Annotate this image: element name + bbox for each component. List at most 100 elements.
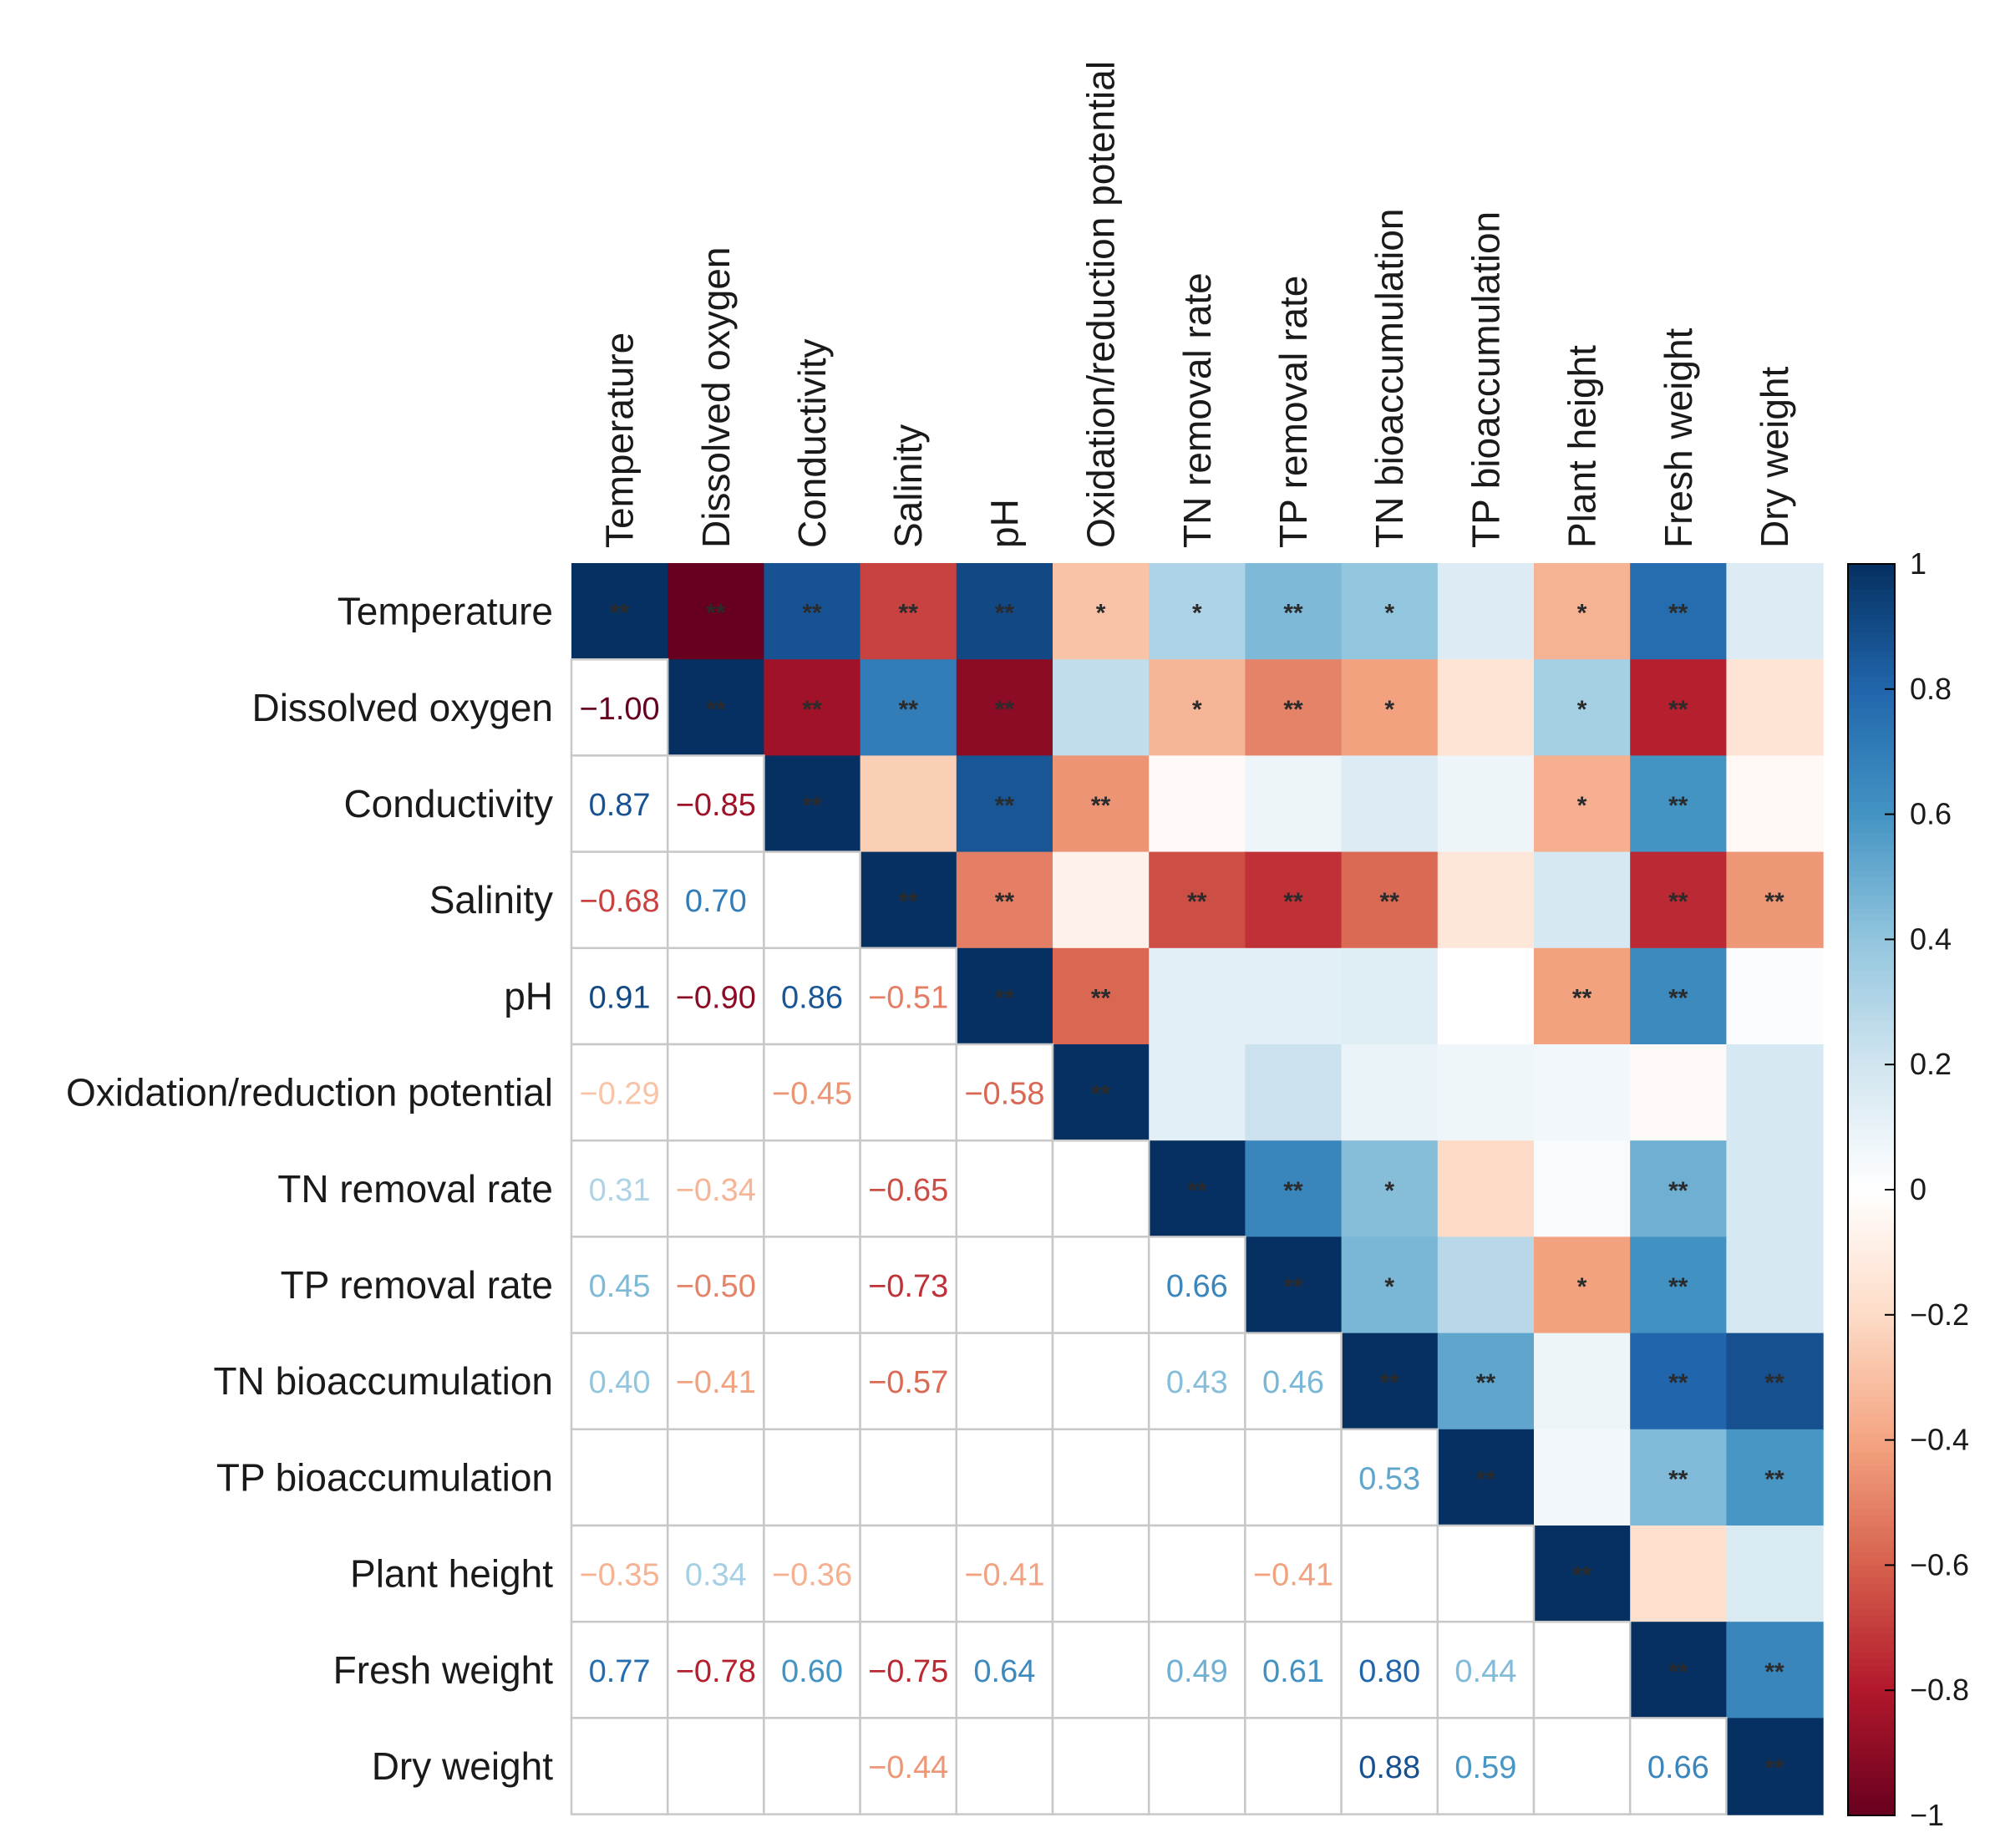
colorbar-segment [1848, 1640, 1895, 1647]
grid-cell-10-6 [1147, 1524, 1246, 1623]
colorbar-segment [1848, 1608, 1895, 1617]
colorbar-segment [1848, 1508, 1895, 1516]
significance-marker-2-11: ** [1668, 792, 1688, 820]
coefficient-label-6-0: 0.31 [589, 1173, 651, 1208]
column-label-6: TN removal rate [1175, 272, 1219, 548]
significance-marker-9-11: ** [1668, 1465, 1688, 1493]
colorbar-segment [1848, 1196, 1895, 1203]
heatmap-cell-6-9 [1437, 1140, 1536, 1238]
grid-cell-11-5 [1051, 1620, 1150, 1719]
colorbar-segment [1848, 1127, 1895, 1135]
colorbar-segment [1848, 601, 1895, 609]
grid-cell-12-7 [1244, 1717, 1343, 1815]
coefficient-label-2-0: 0.87 [589, 788, 651, 823]
heatmap-cell-10-12 [1726, 1526, 1824, 1623]
colorbar-segment [1848, 1708, 1895, 1716]
row-labels: Temperature Dissolved oxygen Conductivity S… [66, 590, 553, 1788]
grid-cell-11-7 [1244, 1620, 1343, 1719]
grid-cell-7-2 [763, 1236, 861, 1334]
colorbar-segment [1848, 1728, 1895, 1735]
colorbar-segment [1848, 1690, 1895, 1698]
heatmap-cell-2-5 [1053, 755, 1150, 853]
colorbar-segment [1848, 1434, 1895, 1441]
colorbar-segment [1848, 688, 1895, 697]
grid-cell-9-4 [955, 1428, 1054, 1527]
significance-marker-4-11: ** [1668, 984, 1688, 1012]
colorbar-segment [1848, 1346, 1895, 1353]
colorbar-segment [1848, 789, 1895, 796]
grid-cell-9-7 [1244, 1428, 1343, 1527]
colorbar-segment [1848, 920, 1895, 928]
colorbar-segment [1848, 1114, 1895, 1122]
column-label-1: Dissolved oxygen [694, 246, 738, 548]
grid-cell-5-0 [570, 1043, 669, 1142]
colorbar-segment [1848, 982, 1895, 991]
heatmap-cell-7-12 [1726, 1236, 1824, 1334]
colorbar-tick-label: 0.2 [1910, 1047, 1952, 1081]
colorbar-segment [1848, 1002, 1895, 1009]
colorbar-segment [1848, 764, 1895, 771]
colorbar-segment [1848, 945, 1895, 953]
colorbar-segment [1848, 1515, 1895, 1522]
row-label-7: TP removal rate [281, 1263, 553, 1307]
heatmap-cell-2-9 [1437, 755, 1536, 853]
colorbar-segment [1848, 1740, 1895, 1748]
significance-marker-2-2: ** [802, 792, 822, 820]
significance-marker-3-6: ** [1187, 888, 1207, 916]
colorbar-segment [1848, 907, 1895, 916]
heatmap-cell-5-6 [1149, 1044, 1246, 1142]
heatmap-cell-6-8 [1341, 1140, 1439, 1238]
row-label-6: TN removal rate [277, 1167, 553, 1211]
colorbar-segment [1848, 1020, 1895, 1028]
colorbar-segment [1848, 607, 1895, 615]
colorbar-segment [1848, 708, 1895, 715]
colorbar-segment [1848, 1665, 1895, 1673]
colorbar-segment [1848, 1459, 1895, 1466]
colorbar-segment [1848, 1484, 1895, 1491]
colorbar-segment [1848, 1759, 1895, 1766]
coefficient-label-10-2: −0.36 [772, 1558, 852, 1593]
colorbar-segment [1848, 1583, 1895, 1592]
colorbar-segment [1848, 1277, 1895, 1285]
significance-marker-11-12: ** [1764, 1658, 1784, 1686]
row-label-3: Salinity [429, 878, 553, 921]
grid-cell-7-3 [859, 1236, 958, 1334]
colorbar-segment [1848, 1715, 1895, 1723]
colorbar-segment [1848, 1102, 1895, 1109]
colorbar-segment [1848, 620, 1895, 627]
grid-cell-5-4 [955, 1043, 1054, 1142]
significance-marker-3-8: ** [1380, 888, 1400, 916]
column-label-10: Plant height [1561, 345, 1604, 548]
row-label-10: Plant height [350, 1552, 553, 1596]
colorbar-tick-label: −0.2 [1910, 1297, 1969, 1332]
heatmap-cell-6-11 [1630, 1140, 1728, 1238]
colorbar-segment [1848, 1008, 1895, 1016]
significance-marker-9-9: ** [1476, 1465, 1496, 1493]
grid-cell-3-2 [763, 850, 861, 950]
significance-marker-1-10: * [1577, 696, 1587, 723]
colorbar-segment [1848, 808, 1895, 815]
heatmap-cell-8-11 [1630, 1333, 1728, 1430]
coefficient-label-11-2: 0.60 [781, 1654, 843, 1689]
colorbar-tick-label: 1 [1910, 546, 1926, 581]
grid-cell-2-1 [666, 754, 765, 853]
significance-markers: ** ** ** ** ** * * ** * * **** ** ** ** * ** * * **** ** ** *… [610, 600, 1784, 1782]
grid-cell-10-7 [1244, 1524, 1343, 1623]
colorbar-segment [1848, 1058, 1895, 1065]
colorbar-segment [1848, 1314, 1895, 1323]
colorbar-segment [1848, 783, 1895, 790]
coefficient-label-12-9: 0.59 [1454, 1750, 1516, 1785]
significance-marker-0-4: ** [995, 600, 1015, 627]
grid-cell-10-4 [955, 1524, 1054, 1623]
colorbar-segment [1848, 1621, 1895, 1629]
row-label-4: pH [504, 974, 553, 1018]
grid-cell-9-3 [859, 1428, 958, 1527]
significance-marker-2-4: ** [995, 792, 1015, 820]
coefficient-label-11-7: 0.61 [1262, 1654, 1324, 1689]
grid-cell-5-1 [666, 1043, 765, 1142]
colorbar-segment [1848, 1165, 1895, 1172]
heatmap-cell-1-4 [956, 659, 1054, 757]
grid-cell-12-4 [955, 1717, 1054, 1815]
significance-marker-3-7: ** [1283, 888, 1303, 916]
colorbar-segment [1848, 977, 1895, 984]
